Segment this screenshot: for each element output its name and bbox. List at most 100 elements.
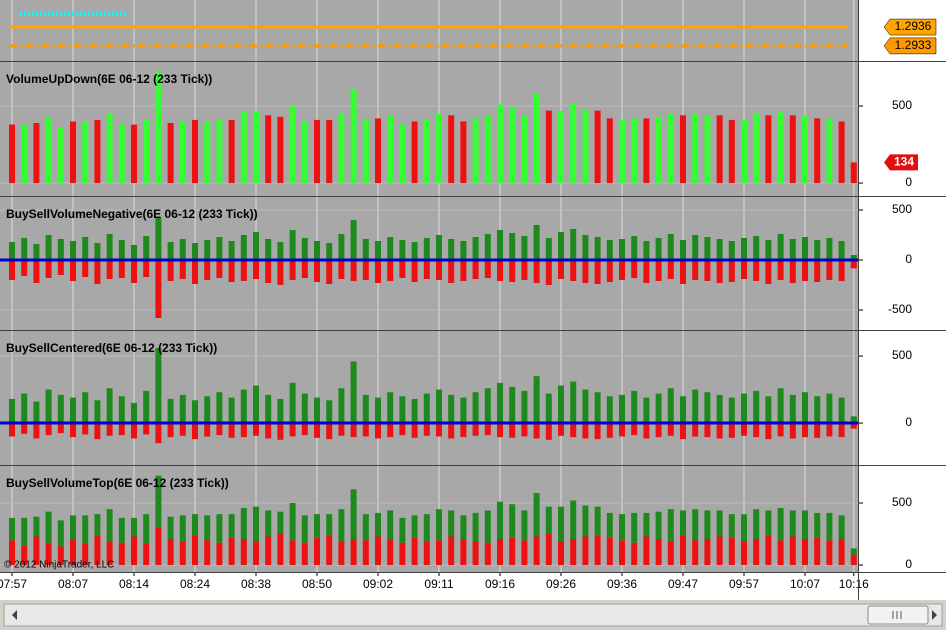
- bar: [838, 260, 845, 281]
- bar-segment: [850, 548, 857, 555]
- bar: [789, 423, 796, 439]
- bar: [436, 113, 442, 184]
- bar: [33, 244, 40, 260]
- value-tag-label: 134: [894, 155, 914, 169]
- bar: [594, 392, 601, 424]
- bar: [643, 260, 650, 283]
- bar: [570, 423, 577, 438]
- bar-segment: [362, 540, 369, 566]
- bar-segment: [460, 538, 467, 566]
- bar: [277, 398, 284, 424]
- bar: [631, 118, 638, 184]
- scroll-left[interactable]: [12, 610, 17, 620]
- x-tick-label: 07:57: [0, 577, 27, 591]
- bar-segment: [94, 535, 101, 566]
- bar: [460, 241, 467, 260]
- bar: [753, 260, 760, 281]
- bar-segment: [240, 507, 247, 539]
- bar: [82, 237, 89, 260]
- bar: [57, 127, 64, 184]
- bar: [655, 116, 662, 184]
- bar: [680, 260, 686, 284]
- bar: [716, 115, 723, 184]
- bar-segment: [228, 537, 235, 566]
- bar: [265, 260, 272, 283]
- bar-segment: [350, 489, 357, 539]
- bar-segment: [728, 514, 735, 538]
- bar: [45, 389, 52, 424]
- bar-segment: [655, 538, 662, 566]
- bar: [558, 260, 564, 279]
- scrollbar[interactable]: [3, 603, 943, 627]
- bar-segment: [838, 515, 845, 539]
- bar: [594, 260, 601, 284]
- bar: [423, 238, 430, 260]
- bar-segment: [143, 543, 150, 566]
- bar: [850, 162, 857, 184]
- bar: [509, 233, 516, 260]
- bar: [753, 423, 760, 438]
- bar: [448, 394, 455, 424]
- bar: [497, 260, 503, 281]
- bar: [118, 124, 125, 184]
- bar: [375, 260, 381, 283]
- bar-segment: [850, 554, 857, 566]
- copyright: © 2012 NinjaTrader, LLC: [4, 560, 114, 571]
- bar: [45, 423, 52, 436]
- bar-segment: [533, 536, 540, 566]
- bar: [582, 423, 589, 439]
- bar-segment: [521, 540, 528, 566]
- bar-segment: [753, 538, 760, 566]
- bar: [21, 238, 28, 260]
- bar: [838, 241, 845, 260]
- bar-segment: [70, 538, 76, 566]
- bar-segment: [118, 517, 125, 543]
- scroll-right[interactable]: [932, 610, 937, 620]
- bar-segment: [643, 536, 650, 566]
- bar-segment: [155, 527, 162, 566]
- bar: [179, 423, 186, 436]
- bar: [667, 423, 674, 436]
- bar-segment: [582, 536, 589, 566]
- bar: [338, 234, 345, 260]
- bar: [765, 115, 772, 184]
- bar-segment: [423, 541, 430, 566]
- bar: [460, 423, 467, 438]
- bar: [533, 376, 540, 424]
- bar: [253, 385, 259, 424]
- bar: [509, 386, 516, 424]
- bar-segment: [509, 504, 516, 538]
- chart-layer: 07:57 08:07 08:14 08:24 08:38 08:50 09:02 09:11…: [0, 0, 946, 600]
- bar: [399, 396, 406, 424]
- bar: [314, 119, 320, 184]
- bar: [301, 393, 308, 424]
- bar-segment: [704, 510, 711, 539]
- bar-segment: [240, 538, 247, 566]
- bar-segment: [45, 542, 52, 566]
- bar: [680, 423, 686, 440]
- bar-segment: [497, 538, 503, 566]
- bar: [131, 402, 137, 424]
- bar: [692, 423, 699, 437]
- bar-segment: [533, 493, 540, 537]
- bar: [582, 389, 589, 424]
- bar-segment: [70, 515, 76, 539]
- bar-segment: [45, 511, 52, 543]
- bar: [741, 423, 747, 436]
- bar: [533, 225, 540, 260]
- bar: [82, 423, 89, 435]
- bar: [484, 234, 491, 260]
- bar: [545, 238, 552, 260]
- bar: [338, 423, 345, 436]
- y-tick-label: -500: [888, 302, 912, 316]
- bar-segment: [57, 520, 64, 547]
- bar: [289, 106, 296, 184]
- bar: [167, 242, 174, 260]
- scroll-thumb[interactable]: [867, 605, 929, 625]
- bar: [9, 124, 15, 184]
- bar: [82, 392, 89, 424]
- bar-segment: [277, 534, 284, 566]
- bar: [277, 260, 284, 285]
- bar-segment: [301, 542, 308, 566]
- bar: [826, 393, 833, 424]
